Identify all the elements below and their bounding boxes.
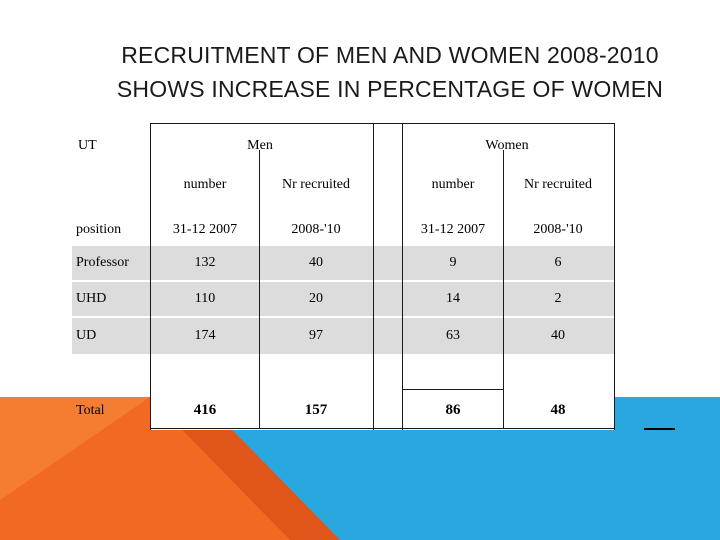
cell-total-men-number: 416: [193, 402, 217, 418]
subheader-women-recruited: Nr recruited: [523, 177, 593, 192]
period-men-recruited: 2008-'10: [291, 222, 341, 237]
row-label-total: Total: [76, 403, 105, 418]
cell-uhd-women-recruited: 2: [554, 291, 562, 306]
cell-ud-women-number: 63: [446, 328, 460, 343]
row-stripe-professor: [72, 246, 615, 280]
cell-uhd-women-number: 14: [446, 291, 460, 306]
group-header-women: Women: [485, 138, 529, 153]
subheader-women-number: number: [431, 177, 475, 192]
grid-vline: [503, 150, 504, 428]
grid-vline: [614, 123, 615, 430]
decorative-rule: [644, 428, 675, 430]
corner-label: UT: [78, 138, 97, 153]
row-label-ud: UD: [76, 328, 97, 343]
cell-ud-women-recruited: 40: [551, 328, 565, 343]
grid-vline: [259, 150, 260, 428]
grid-hline: [402, 389, 503, 390]
row-label-professor: Professor: [76, 255, 129, 270]
grid-vline: [402, 123, 403, 430]
cell-total-men-recruited: 157: [304, 402, 328, 418]
grid-hline: [150, 123, 615, 124]
cell-uhd-men-number: 110: [194, 291, 216, 306]
period-women-number: 31-12 2007: [420, 222, 486, 237]
subheader-men-recruited: Nr recruited: [281, 177, 351, 192]
cell-professor-men-recruited: 40: [309, 255, 323, 270]
position-label: position: [76, 222, 122, 237]
cell-professor-men-number: 132: [194, 255, 216, 270]
grid-vline: [373, 123, 374, 430]
row-stripe-ud: [72, 318, 615, 354]
grid-vline: [150, 123, 151, 430]
cell-ud-men-recruited: 97: [309, 328, 323, 343]
row-stripe-uhd: [72, 282, 615, 316]
subheader-men-number: number: [183, 177, 227, 192]
orange-light-facet: [0, 397, 150, 500]
period-women-recruited: 2008-'10: [533, 222, 583, 237]
orange-dark-facet: [150, 397, 340, 540]
group-header-men: Men: [247, 138, 273, 153]
title-line-1: RECRUITMENT OF MEN AND WOMEN 2008-2010: [121, 42, 659, 68]
cell-uhd-men-recruited: 20: [309, 291, 323, 306]
cell-total-women-number: 86: [445, 402, 461, 418]
row-label-uhd: UHD: [76, 291, 107, 306]
cell-professor-women-number: 9: [449, 255, 457, 270]
cell-ud-men-number: 174: [194, 328, 216, 343]
cell-professor-women-recruited: 6: [554, 255, 562, 270]
period-men-number: 31-12 2007: [172, 222, 238, 237]
title-line-2: SHOWS INCREASE IN PERCENTAGE OF WOMEN: [116, 76, 664, 102]
slide-title: RECRUITMENT OF MEN AND WOMEN 2008-2010 S…: [0, 38, 720, 106]
grid-hline: [150, 428, 615, 429]
cell-total-women-recruited: 48: [550, 402, 566, 418]
